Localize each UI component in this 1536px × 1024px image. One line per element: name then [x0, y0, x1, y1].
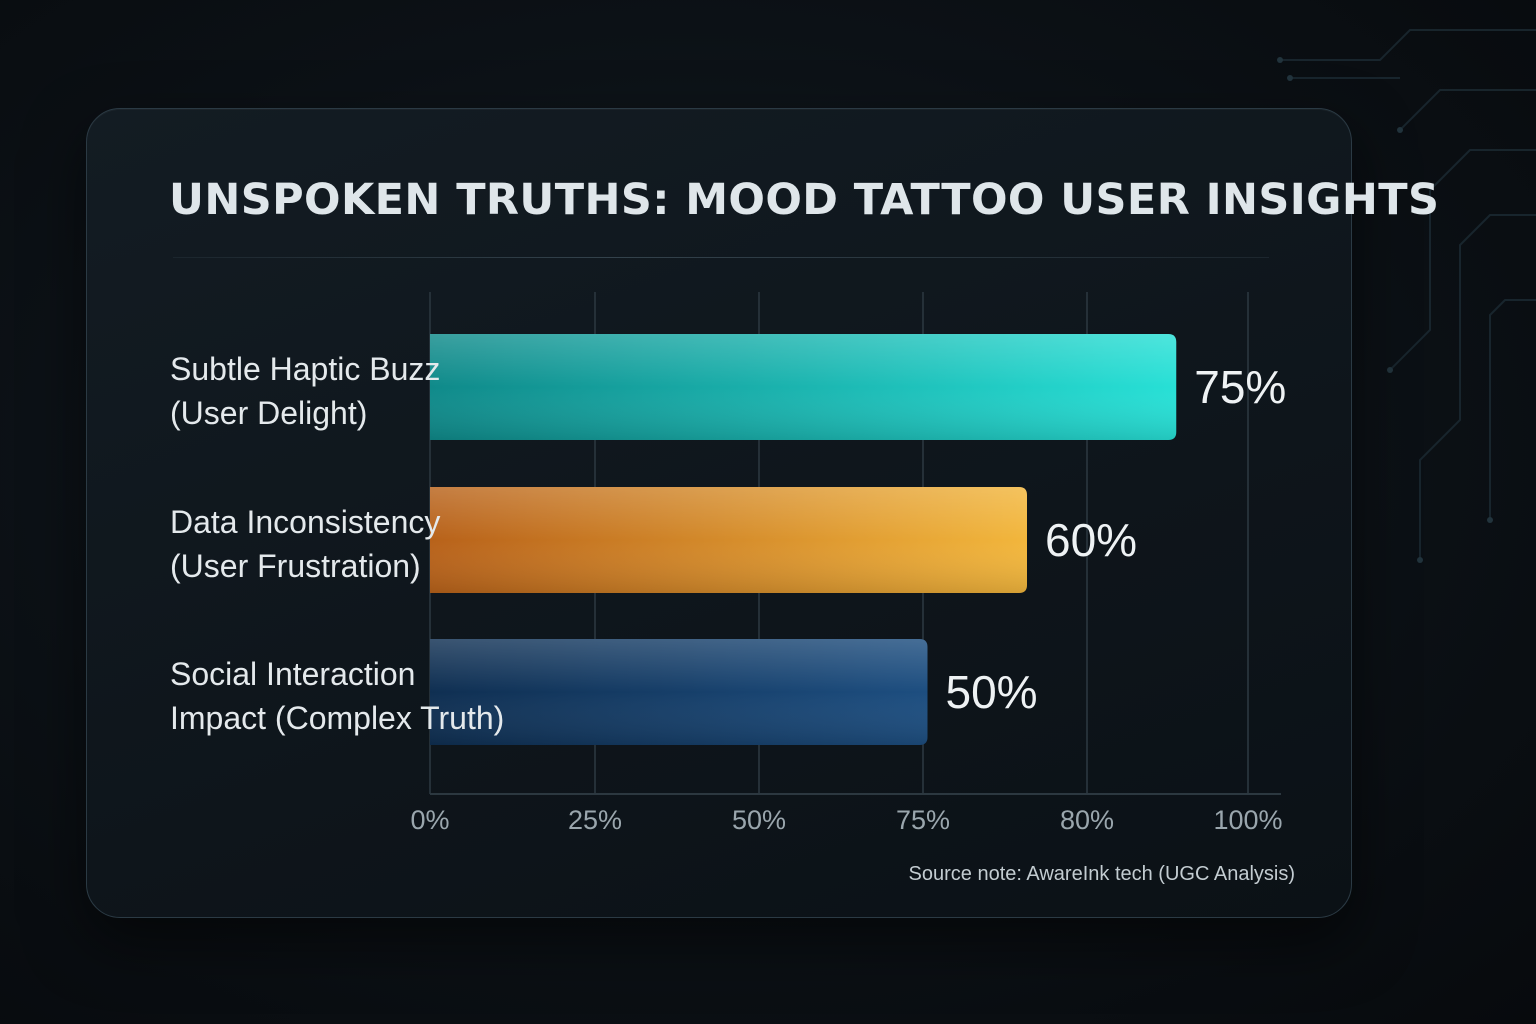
bar-value-label: 50%: [946, 666, 1038, 718]
labels: 0% 25% 50% 75% 80% 100% 75% Subtle Haptic Buzz (…: [170, 351, 1286, 835]
chart-title: UNSPOKEN TRUTHS: MOOD TATTOO USER INSIGH…: [169, 175, 1440, 225]
category-label: (User Delight): [170, 395, 367, 431]
x-tick-label: 50%: [732, 805, 786, 835]
x-tick-label: 75%: [896, 805, 950, 835]
category-label: Social Interaction: [170, 656, 415, 692]
category-label: Data Inconsistency: [170, 504, 440, 540]
bar-highlight: [430, 334, 1177, 440]
bar-chart: 0% 25% 50% 75% 80% 100% 75% Subtle Haptic Buzz (…: [170, 292, 1286, 835]
x-tick-label: 100%: [1213, 805, 1282, 835]
chart-card: UNSPOKEN TRUTHS: MOOD TATTOO USER INSIGH…: [86, 108, 1439, 918]
bar-group: [430, 334, 1177, 440]
source-note: Source note: AwareInk tech (UGC Analysis…: [908, 863, 1295, 885]
bar-highlight: [430, 487, 1027, 593]
category-label: Subtle Haptic Buzz: [170, 351, 440, 387]
bar-value-label: 60%: [1045, 514, 1137, 566]
x-tick-label: 80%: [1060, 805, 1114, 835]
category-label: (User Frustration): [170, 548, 421, 584]
category-label: Impact (Complex Truth): [170, 700, 504, 736]
bar-group: [430, 639, 928, 745]
x-tick-label: 0%: [410, 805, 449, 835]
bar-group: [430, 487, 1027, 593]
x-tick-label: 25%: [568, 805, 622, 835]
title-divider: [173, 257, 1269, 258]
bar-highlight: [430, 639, 928, 745]
bars: [430, 334, 1177, 745]
bar-value-label: 75%: [1194, 361, 1286, 413]
